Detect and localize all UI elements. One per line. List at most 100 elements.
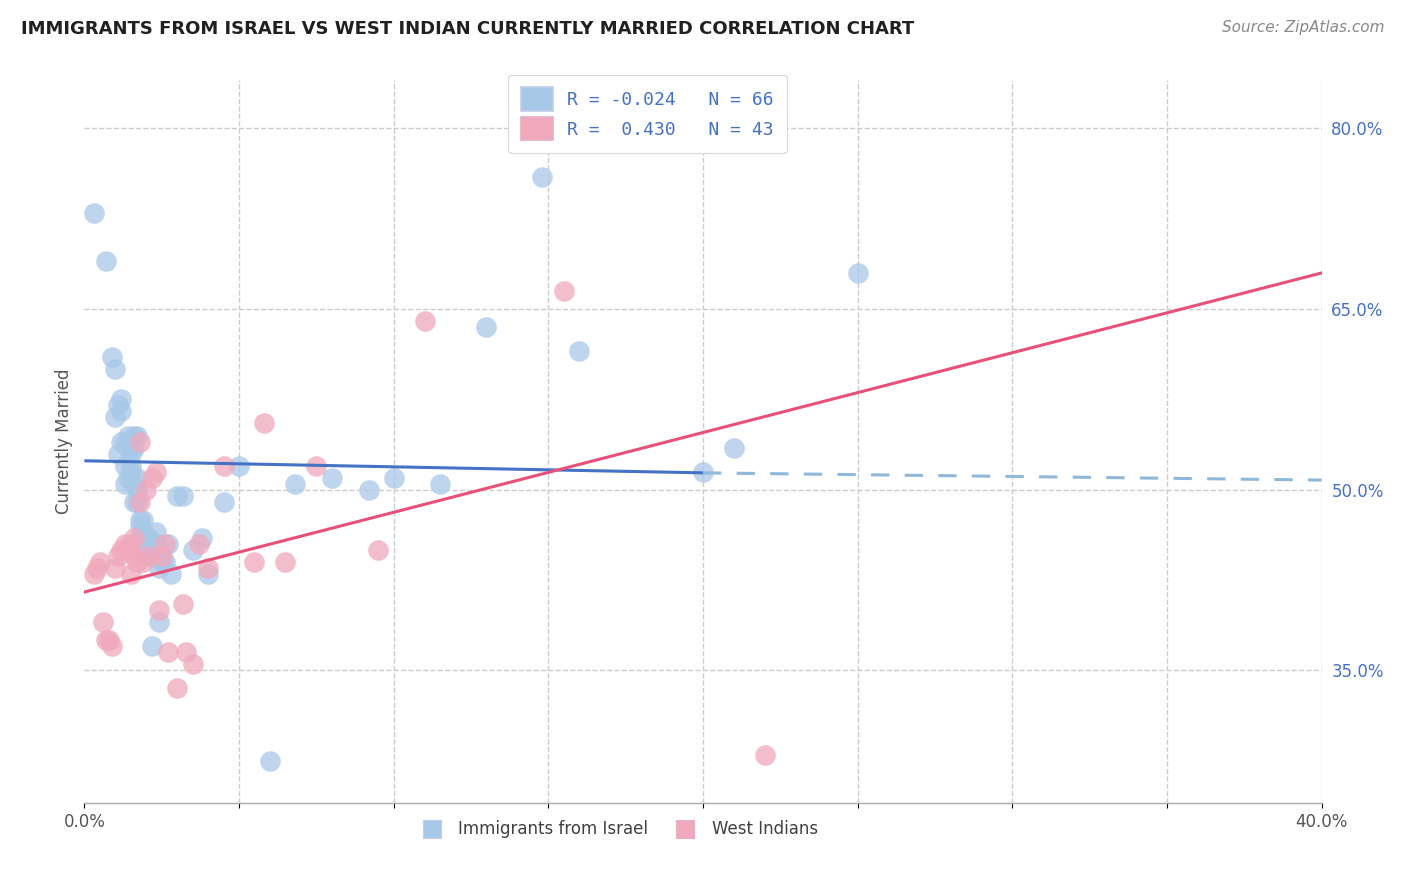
Point <box>321 470 343 484</box>
Point <box>83 205 105 219</box>
Point <box>568 344 591 359</box>
Point <box>107 549 129 563</box>
Point <box>125 494 148 508</box>
Point <box>120 465 142 479</box>
Point <box>156 537 179 551</box>
Point <box>107 398 129 412</box>
Point <box>243 555 266 569</box>
Point <box>132 513 155 527</box>
Point <box>145 465 167 479</box>
Point <box>148 603 170 617</box>
Point <box>104 362 127 376</box>
Point <box>122 441 145 455</box>
Point <box>145 537 167 551</box>
Point <box>187 537 209 551</box>
Point <box>172 489 194 503</box>
Point <box>181 657 204 672</box>
Point <box>305 458 328 473</box>
Point <box>117 542 139 557</box>
Point <box>114 537 136 551</box>
Legend: Immigrants from Israel, West Indians: Immigrants from Israel, West Indians <box>408 814 824 845</box>
Point <box>138 531 160 545</box>
Point <box>117 470 139 484</box>
Point <box>120 537 142 551</box>
Point <box>129 513 152 527</box>
Point <box>94 633 117 648</box>
Point <box>122 549 145 563</box>
Point <box>104 561 127 575</box>
Point <box>253 417 276 431</box>
Point <box>129 494 152 508</box>
Point <box>110 542 132 557</box>
Point <box>429 476 451 491</box>
Point <box>148 615 170 629</box>
Point <box>132 524 155 539</box>
Point <box>181 542 204 557</box>
Point <box>132 555 155 569</box>
Point <box>104 410 127 425</box>
Point <box>138 549 160 563</box>
Point <box>382 470 405 484</box>
Point <box>91 615 114 629</box>
Point <box>413 314 436 328</box>
Point <box>723 441 745 455</box>
Point <box>150 555 173 569</box>
Point <box>117 441 139 455</box>
Point <box>150 549 173 563</box>
Point <box>114 476 136 491</box>
Point <box>135 483 157 497</box>
Point <box>357 483 380 497</box>
Point <box>120 567 142 582</box>
Point <box>125 555 148 569</box>
Point <box>212 494 235 508</box>
Point <box>475 320 498 334</box>
Text: Source: ZipAtlas.com: Source: ZipAtlas.com <box>1222 20 1385 35</box>
Point <box>141 549 163 563</box>
Point <box>172 597 194 611</box>
Point <box>176 645 198 659</box>
Point <box>135 531 157 545</box>
Point <box>98 633 121 648</box>
Point <box>132 542 155 557</box>
Point <box>148 561 170 575</box>
Point <box>122 531 145 545</box>
Point <box>129 519 152 533</box>
Point <box>86 561 108 575</box>
Point <box>110 434 132 449</box>
Point <box>125 483 148 497</box>
Point <box>120 458 142 473</box>
Point <box>110 404 132 418</box>
Point <box>125 428 148 442</box>
Point <box>135 542 157 557</box>
Point <box>117 428 139 442</box>
Point <box>846 266 869 280</box>
Text: IMMIGRANTS FROM ISRAEL VS WEST INDIAN CURRENTLY MARRIED CORRELATION CHART: IMMIGRANTS FROM ISRAEL VS WEST INDIAN CU… <box>21 20 914 37</box>
Point <box>83 567 105 582</box>
Point <box>367 542 389 557</box>
Point <box>166 489 188 503</box>
Point <box>160 567 183 582</box>
Point <box>212 458 235 473</box>
Point <box>754 747 776 762</box>
Point <box>531 169 554 184</box>
Point <box>114 434 136 449</box>
Point <box>122 428 145 442</box>
Point <box>101 639 124 653</box>
Point <box>125 470 148 484</box>
Point <box>107 446 129 460</box>
Point <box>141 470 163 484</box>
Point <box>259 754 281 768</box>
Point <box>145 524 167 539</box>
Point <box>156 645 179 659</box>
Point <box>274 555 297 569</box>
Point <box>153 555 176 569</box>
Point <box>129 434 152 449</box>
Point <box>101 350 124 364</box>
Point <box>692 465 714 479</box>
Point <box>141 639 163 653</box>
Point <box>553 284 575 298</box>
Point <box>122 494 145 508</box>
Point <box>94 253 117 268</box>
Point <box>129 531 152 545</box>
Point <box>114 458 136 473</box>
